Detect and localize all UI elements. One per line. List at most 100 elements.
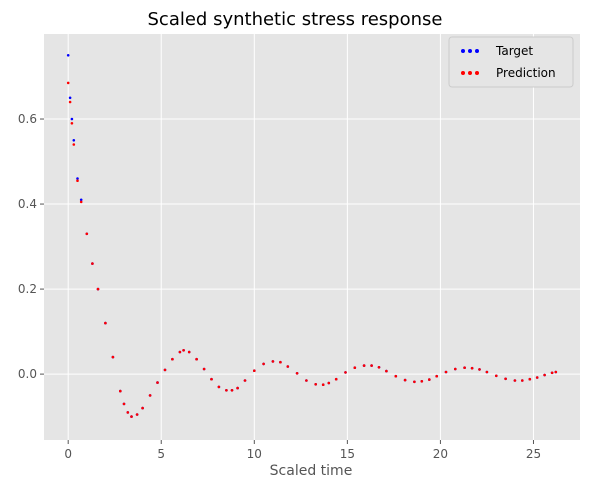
- axes: 0 5 10 15 20 25 0.0 0.2 0.4 0.6: [18, 112, 541, 461]
- data-point-prediction: [195, 357, 198, 361]
- data-point-prediction: [230, 389, 234, 392]
- x-tick-label: 0: [64, 447, 72, 461]
- data-point-prediction: [141, 406, 144, 410]
- data-point-prediction: [253, 369, 256, 373]
- plot-area: [44, 34, 580, 440]
- data-point-prediction: [521, 379, 524, 382]
- data-point-prediction: [513, 379, 517, 382]
- data-point-prediction: [454, 367, 457, 371]
- data-point-prediction: [236, 386, 239, 390]
- y-tick-label: 0.6: [18, 112, 37, 126]
- data-point-prediction: [135, 413, 139, 416]
- y-tick-label: 0.2: [18, 282, 37, 296]
- data-point-prediction: [420, 380, 424, 383]
- data-point-prediction: [435, 374, 439, 378]
- data-point-prediction: [68, 100, 72, 104]
- data-point-prediction: [79, 200, 83, 204]
- data-point-prediction: [262, 362, 265, 366]
- data-point-prediction: [295, 372, 299, 375]
- data-point-prediction: [119, 389, 122, 393]
- data-point-prediction: [91, 262, 94, 265]
- data-point-prediction: [528, 377, 532, 381]
- data-point-target: [72, 139, 76, 142]
- data-point-prediction: [543, 373, 546, 377]
- y-tick-label: 0.4: [18, 197, 37, 211]
- data-point-prediction: [202, 367, 206, 371]
- legend-marker-target: [461, 49, 479, 53]
- data-point-prediction: [126, 411, 130, 414]
- data-point-prediction: [122, 402, 126, 406]
- data-point-prediction: [66, 81, 70, 85]
- data-point-target: [76, 177, 79, 180]
- data-point-prediction: [377, 366, 381, 369]
- data-point-prediction: [370, 364, 373, 367]
- data-point-prediction: [495, 374, 498, 378]
- data-point-prediction: [362, 364, 366, 367]
- data-point-prediction: [225, 389, 228, 392]
- x-tick-label: 20: [433, 447, 448, 461]
- data-point-prediction: [413, 380, 416, 384]
- data-point-prediction: [485, 370, 489, 374]
- series-prediction: [66, 81, 558, 418]
- data-point-prediction: [76, 179, 79, 182]
- data-point-target: [79, 198, 83, 202]
- data-point-prediction: [504, 377, 507, 381]
- data-point-prediction: [85, 232, 89, 236]
- data-point-prediction: [111, 355, 115, 359]
- data-point-prediction: [550, 371, 554, 375]
- data-point-target: [66, 54, 70, 57]
- y-tick-label: 0.0: [18, 367, 37, 381]
- legend-box: [448, 36, 574, 88]
- data-point-prediction: [156, 381, 159, 384]
- legend-marker-prediction: [461, 71, 479, 75]
- legend: Target Prediction: [448, 36, 574, 88]
- data-point-prediction: [444, 370, 448, 374]
- data-points: [66, 54, 558, 418]
- legend-label-target: Target: [495, 44, 533, 58]
- x-axis-label: Scaled time: [270, 463, 353, 479]
- data-point-prediction: [130, 415, 133, 418]
- x-tick-label: 25: [526, 447, 541, 461]
- data-point-prediction: [463, 366, 466, 370]
- data-point-prediction: [171, 357, 174, 361]
- data-point-prediction: [72, 143, 76, 146]
- data-point-prediction: [217, 385, 221, 389]
- data-point-prediction: [428, 378, 431, 381]
- data-point-prediction: [334, 377, 338, 381]
- data-point-prediction: [148, 394, 152, 397]
- grid-lines: [44, 34, 580, 440]
- data-point-prediction: [478, 368, 481, 371]
- data-point-prediction: [314, 383, 318, 386]
- data-point-prediction: [353, 366, 357, 370]
- data-point-prediction: [554, 370, 558, 374]
- data-point-prediction: [470, 366, 474, 370]
- data-point-prediction: [344, 371, 347, 374]
- data-point-prediction: [403, 378, 407, 382]
- data-point-prediction: [243, 379, 247, 382]
- x-tick-label: 5: [157, 447, 165, 461]
- data-point-prediction: [178, 350, 182, 354]
- data-point-prediction: [535, 376, 539, 379]
- data-point-prediction: [279, 360, 282, 364]
- data-point-prediction: [327, 381, 331, 385]
- data-point-prediction: [70, 122, 74, 125]
- x-tick-label: 10: [247, 447, 262, 461]
- data-point-prediction: [271, 360, 275, 363]
- data-point-target: [70, 117, 74, 121]
- data-point-prediction: [104, 321, 107, 325]
- data-point-prediction: [182, 349, 185, 352]
- legend-label-prediction: Prediction: [496, 66, 556, 80]
- x-tick-label: 15: [340, 447, 355, 461]
- data-point-prediction: [163, 368, 167, 372]
- data-point-prediction: [394, 374, 398, 378]
- data-point-prediction: [187, 350, 191, 354]
- data-point-prediction: [321, 383, 325, 387]
- data-point-prediction: [210, 377, 213, 381]
- data-point-prediction: [96, 287, 100, 291]
- data-point-prediction: [305, 379, 308, 382]
- data-point-prediction: [385, 369, 388, 373]
- data-point-prediction: [286, 365, 290, 368]
- chart-title: Scaled synthetic stress response: [148, 9, 443, 30]
- data-point-target: [68, 96, 72, 100]
